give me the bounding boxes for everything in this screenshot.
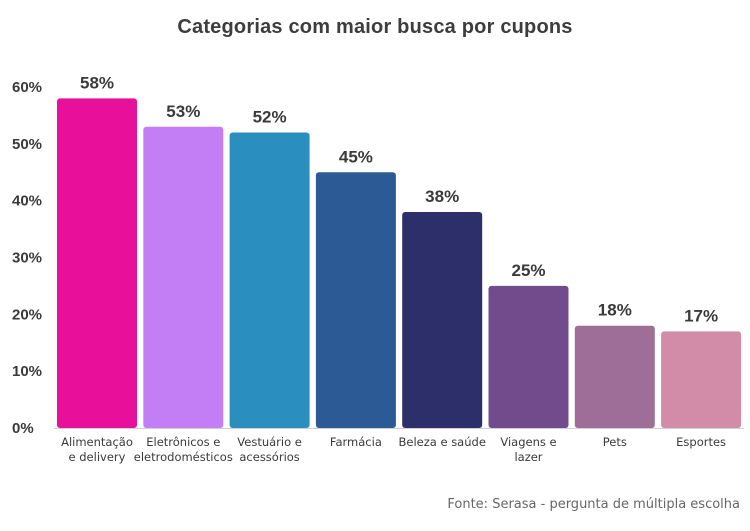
bar: [229, 132, 310, 428]
category-label: Farmácia: [330, 435, 382, 449]
category-label: Beleza e saúde: [398, 435, 485, 449]
y-tick-label: 0%: [12, 420, 34, 437]
category-label: Eletrônicos e eletrodomésticos: [134, 435, 233, 464]
category-label: Pets: [603, 435, 627, 449]
bar-value-label: 52%: [253, 107, 287, 126]
bar: [402, 212, 483, 428]
y-tick-label: 50%: [12, 136, 42, 153]
bar: [488, 285, 569, 428]
bar: [57, 98, 137, 428]
chart-title: Categorias com maior busca por cupons: [177, 16, 573, 38]
y-tick-label: 60%: [12, 79, 42, 96]
bar-value-label: 18%: [598, 301, 632, 320]
bar: [661, 331, 742, 428]
y-tick-label: 20%: [12, 306, 42, 323]
bar: [315, 172, 396, 428]
y-tick-label: 40%: [12, 193, 42, 210]
y-tick-label: 10%: [12, 363, 42, 380]
category-label: Viagens e lazer: [500, 435, 556, 464]
category-label: Esportes: [676, 435, 726, 449]
bar-value-label: 58%: [80, 73, 114, 92]
bar-value-label: 17%: [684, 306, 718, 325]
bar-value-label: 45%: [339, 147, 373, 166]
bar: [143, 126, 224, 429]
category-label: Alimentação e delivery: [61, 435, 133, 464]
bar: [574, 325, 655, 428]
bar-value-label: 53%: [166, 102, 200, 121]
source-note: Fonte: Serasa - pergunta de múltipla esc…: [447, 497, 740, 512]
bar-value-label: 25%: [511, 261, 545, 280]
bar-value-label: 38%: [425, 187, 459, 206]
category-label: Vestuário e acessórios: [237, 435, 302, 464]
y-tick-label: 30%: [12, 250, 42, 267]
